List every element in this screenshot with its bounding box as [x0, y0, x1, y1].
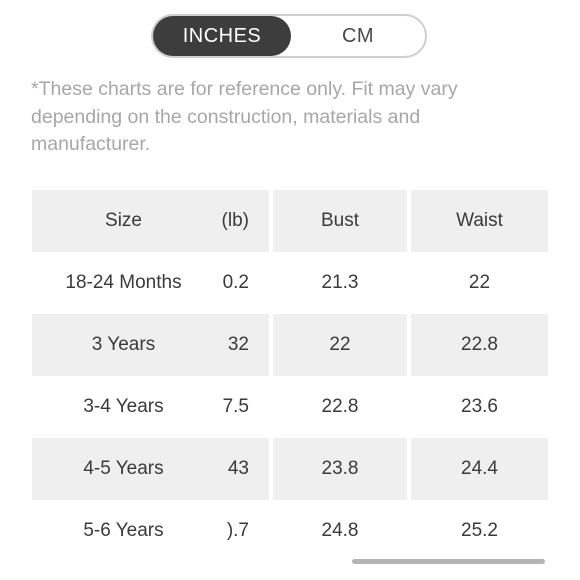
- header-waist: Waist: [411, 190, 548, 252]
- cell-size: 18-24 Months: [65, 272, 182, 293]
- cell-weight: 43: [215, 438, 269, 500]
- cell-weight-value: 43: [227, 458, 249, 479]
- cell-waist: 25.2: [461, 520, 498, 541]
- cm-option[interactable]: CM: [341, 25, 375, 47]
- cell-bust: 23.8: [273, 438, 407, 500]
- cell-size: 3 Years: [32, 314, 215, 376]
- cell-waist: 23.6: [461, 396, 498, 417]
- cell-waist: 22: [468, 272, 491, 293]
- horizontal-scrollbar[interactable]: [352, 559, 545, 564]
- header-size: Size: [32, 190, 215, 252]
- cell-waist: 22.8: [411, 314, 548, 376]
- cell-weight: ).7: [215, 500, 269, 562]
- cell-size: 3-4 Years: [83, 396, 164, 417]
- table-header-row: Size (lb) Bust Waist: [32, 190, 548, 252]
- table-row: 18-24 Months 0.2 21.3 22: [32, 252, 548, 314]
- cell-weight-value: 7.5: [222, 396, 249, 417]
- cell-weight-value: 0.2: [222, 272, 249, 293]
- cell-bust: 22: [273, 314, 407, 376]
- size-chart-table: Size (lb) Bust Waist 18-24 Months 0.2 21…: [32, 190, 548, 562]
- table-row: 5-6 Years ).7 24.8 25.2: [32, 500, 548, 562]
- header-bust: Bust: [273, 190, 407, 252]
- cell-size: 4-5 Years: [32, 438, 215, 500]
- table-row: 4-5 Years 43 23.8 24.4: [32, 438, 548, 500]
- cell-weight-value: 32: [227, 334, 249, 355]
- cell-waist: 24.4: [411, 438, 548, 500]
- cell-weight: 0.2: [215, 252, 269, 314]
- table-row: 3 Years 32 22 22.8: [32, 314, 548, 376]
- header-weight: (lb): [215, 190, 269, 252]
- disclaimer-text: *These charts are for reference only. Fi…: [31, 78, 458, 155]
- header-weight-label: (lb): [221, 210, 249, 231]
- table-row: 3-4 Years 7.5 22.8 23.6: [32, 376, 548, 438]
- cell-bust: 21.3: [321, 272, 359, 293]
- cell-weight: 32: [215, 314, 269, 376]
- cell-bust: 24.8: [321, 520, 359, 541]
- unit-toggle: INCHES CM: [151, 14, 427, 58]
- cell-weight: 7.5: [215, 376, 269, 438]
- cell-bust: 22.8: [321, 396, 359, 417]
- cell-size: 5-6 Years: [83, 520, 164, 541]
- inches-option[interactable]: INCHES: [153, 16, 291, 56]
- cell-weight-value: ).7: [226, 520, 249, 541]
